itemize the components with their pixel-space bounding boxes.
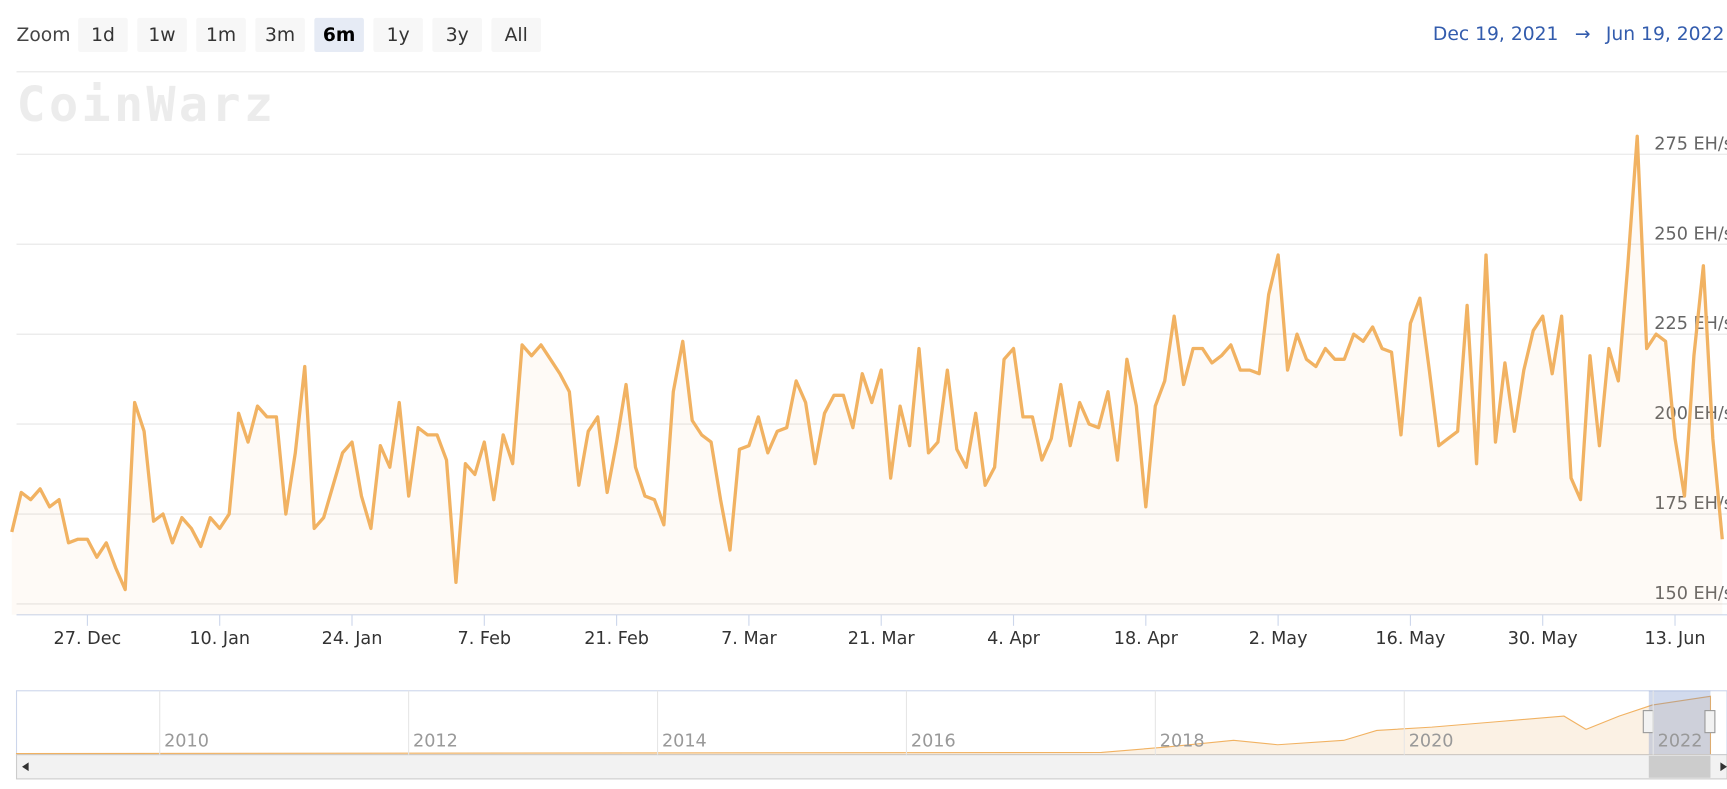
x-tick-label: 24. Jan bbox=[322, 629, 383, 649]
zoom-button[interactable] bbox=[78, 17, 128, 52]
y-tick-label: 150 EH/s bbox=[1654, 584, 1727, 604]
x-tick-label: 16. May bbox=[1375, 629, 1445, 649]
x-tick-label: 13. Jun bbox=[1644, 629, 1705, 649]
zoom-button[interactable] bbox=[196, 17, 246, 52]
x-tick-label: 21. Feb bbox=[584, 629, 649, 649]
zoom-button[interactable] bbox=[255, 17, 305, 52]
navigator-tick-label: 2018 bbox=[1160, 731, 1205, 751]
zoom-button-label[interactable]: 6m bbox=[323, 25, 356, 46]
y-tick-label: 250 EH/s bbox=[1654, 224, 1727, 244]
zoom-button[interactable] bbox=[491, 17, 542, 52]
zoom-button-label[interactable]: 1m bbox=[206, 25, 236, 46]
x-tick-label: 7. Mar bbox=[721, 629, 777, 649]
navigator-handle[interactable] bbox=[1642, 710, 1654, 734]
x-tick-label: 2. May bbox=[1249, 629, 1308, 649]
x-tick-label: 7. Feb bbox=[458, 629, 512, 649]
zoom-button-label[interactable]: All bbox=[505, 25, 528, 46]
y-tick-label: 225 EH/s bbox=[1654, 314, 1727, 334]
x-tick-label: 30. May bbox=[1508, 629, 1578, 649]
y-tick-label: 275 EH/s bbox=[1654, 134, 1727, 154]
watermark: CoinWarz bbox=[17, 77, 277, 133]
zoom-button[interactable] bbox=[137, 17, 187, 52]
zoom-button-label[interactable]: 1d bbox=[91, 25, 115, 46]
zoom-button-label[interactable]: 3m bbox=[265, 25, 295, 46]
zoom-button-label[interactable]: 3y bbox=[446, 25, 469, 46]
navigator-mask bbox=[1648, 690, 1711, 755]
scroll-left[interactable] bbox=[22, 762, 29, 772]
y-tick-label: 175 EH/s bbox=[1654, 494, 1727, 514]
scroll-right[interactable] bbox=[1720, 762, 1727, 772]
navigator-tick-label: 2022 bbox=[1658, 731, 1703, 751]
line bbox=[10, 134, 1724, 592]
x-tick-label: 4. Apr bbox=[987, 629, 1041, 649]
x-tick-label: 21. Mar bbox=[848, 629, 916, 649]
zoom-button[interactable] bbox=[314, 17, 364, 52]
navigator-tick-label: 2010 bbox=[164, 731, 209, 751]
range-arrow: → bbox=[1575, 24, 1591, 45]
navigator-tick-label: 2012 bbox=[413, 731, 458, 751]
x-tick-label: 10. Jan bbox=[189, 629, 250, 649]
zoom-button[interactable] bbox=[373, 17, 423, 52]
navigator-tick-label: 2016 bbox=[911, 731, 956, 751]
x-tick-label: 18. Apr bbox=[1114, 629, 1179, 649]
zoom-label: Zoom bbox=[17, 25, 71, 46]
scrollbar[interactable] bbox=[15, 754, 1727, 780]
scrollbar-thumb[interactable] bbox=[1648, 755, 1711, 778]
range-to: Jun 19, 2022 bbox=[1605, 24, 1725, 45]
range-from: Dec 19, 2021 bbox=[1433, 24, 1559, 45]
x-tick-label: 27. Dec bbox=[54, 629, 122, 649]
navigator-tick-label: 2014 bbox=[662, 731, 707, 751]
area bbox=[11, 136, 1723, 615]
navigator-tick-label: 2020 bbox=[1409, 731, 1454, 751]
zoom-button[interactable] bbox=[432, 17, 482, 52]
zoom-button-label[interactable]: 1w bbox=[148, 25, 175, 46]
navigator-handle[interactable] bbox=[1704, 710, 1716, 734]
zoom-button-label[interactable]: 1y bbox=[387, 25, 410, 46]
